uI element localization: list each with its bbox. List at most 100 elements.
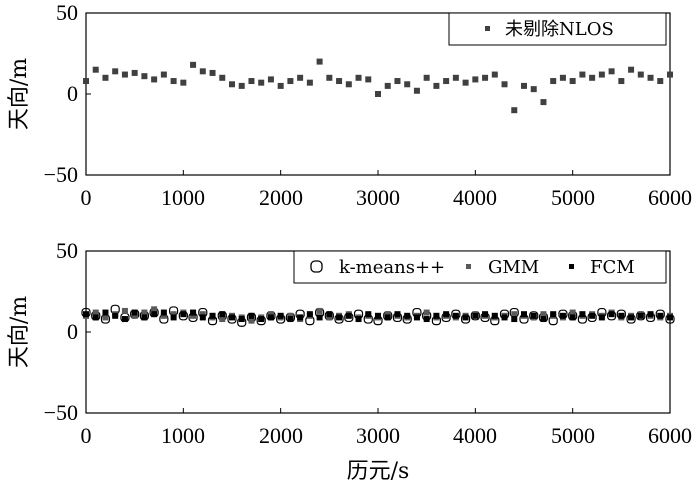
data-point-fcm [618, 312, 625, 319]
data-point-fcm [637, 312, 644, 319]
data-point--nlos [267, 76, 274, 83]
top-y-ticks: 50 0 −50 [44, 0, 78, 187]
data-point-fcm [365, 311, 372, 318]
data-point-fcm [229, 314, 235, 321]
data-point-fcm [170, 314, 177, 321]
data-point-fcm [306, 311, 313, 318]
bottom-x-tick-5000: 5000 [551, 423, 595, 448]
data-point--nlos [637, 71, 644, 78]
data-point-gmm [287, 312, 294, 319]
data-point--nlos [190, 61, 197, 68]
data-point-fcm [501, 314, 508, 321]
data-point-fcm [121, 316, 128, 323]
top-panel: 0 1000 2000 3000 4000 5000 6000 50 0 −50… [7, 0, 692, 210]
data-point-fcm [530, 312, 537, 319]
data-point-fcm [657, 312, 664, 319]
top-y-axis-label: 天向/m [7, 58, 32, 130]
data-point--nlos [628, 66, 635, 73]
data-point--nlos [598, 71, 605, 78]
top-y-tick-neg50: −50 [44, 162, 78, 187]
data-point-gmm [199, 311, 206, 318]
data-point--nlos [384, 82, 391, 89]
legend-label-gmm: GMM [488, 257, 539, 278]
top-legend-label-nlos: 未剔除NLOS [505, 19, 614, 40]
data-point--nlos [452, 74, 459, 81]
data-point-gmm [170, 311, 177, 318]
data-point--nlos [589, 74, 596, 81]
bottom-panel: 0 1000 2000 3000 4000 5000 6000 50 0 −50… [7, 238, 692, 484]
data-point--nlos [316, 58, 323, 65]
data-point-fcm [433, 312, 440, 319]
data-point-fcm [336, 314, 343, 321]
data-point-fcm [521, 311, 527, 318]
top-x-tick-4000: 4000 [453, 185, 497, 210]
data-point--nlos [83, 78, 89, 85]
data-point--nlos [277, 82, 284, 89]
top-legend: 未剔除NLOS [448, 12, 667, 46]
data-point-fcm [491, 312, 498, 319]
data-point--nlos [667, 71, 673, 78]
data-point-fcm [131, 309, 138, 316]
data-point--nlos [336, 78, 343, 85]
data-point--nlos [355, 74, 362, 81]
data-point--nlos [608, 68, 615, 75]
data-point-fcm [277, 312, 284, 319]
bottom-x-tick-1000: 1000 [161, 423, 205, 448]
data-point-fcm [141, 314, 148, 321]
legend-marker-gmm [466, 264, 471, 269]
bottom-x-tick-4000: 4000 [453, 423, 497, 448]
data-point--nlos [160, 71, 167, 78]
data-point--nlos [423, 74, 430, 81]
data-point-gmm [190, 312, 197, 319]
data-point-fcm [647, 311, 654, 318]
x-axis-label: 历元/s [347, 459, 410, 484]
legend-label-kmeans: k-means++ [339, 257, 445, 278]
data-point--nlos [511, 107, 518, 114]
data-point-fcm [482, 311, 489, 318]
data-point--nlos [92, 66, 99, 73]
data-point-fcm [160, 309, 167, 316]
data-point-fcm [375, 312, 381, 319]
data-point-gmm [92, 309, 99, 316]
data-point--nlos [229, 81, 235, 88]
data-point-fcm [569, 314, 576, 321]
data-point--nlos [297, 74, 304, 81]
data-point-fcm [550, 311, 557, 318]
data-point-fcm [316, 314, 323, 321]
data-point-fcm [248, 312, 255, 319]
data-point-fcm [180, 311, 187, 318]
top-x-tick-0: 0 [81, 185, 92, 210]
data-point-fcm [598, 314, 605, 321]
top-data-points [83, 12, 673, 176]
data-point-fcm [443, 311, 450, 318]
data-point--nlos [559, 74, 566, 81]
data-point-fcm [559, 312, 566, 319]
data-point--nlos [238, 82, 245, 89]
data-point-gmm [102, 314, 109, 321]
data-point-gmm [326, 314, 333, 321]
bottom-y-ticks: 50 0 −50 [44, 238, 78, 425]
data-point-fcm [355, 316, 362, 323]
data-point--nlos [404, 81, 411, 88]
data-point-fcm [511, 316, 518, 323]
data-point--nlos [102, 74, 109, 81]
data-point-fcm [452, 312, 459, 319]
data-point-gmm [384, 311, 391, 318]
data-point-fcm [667, 314, 673, 321]
top-y-tick-50: 50 [56, 0, 78, 25]
data-point-fcm [345, 312, 352, 319]
data-point--nlos [521, 82, 527, 89]
data-point--nlos [151, 76, 158, 83]
data-point--nlos [482, 74, 489, 81]
top-y-tick-0: 0 [67, 81, 78, 106]
data-point--nlos [550, 78, 557, 85]
data-point-fcm [83, 311, 89, 318]
data-point--nlos [540, 99, 547, 106]
data-point-fcm [258, 316, 265, 323]
data-point--nlos [443, 78, 450, 85]
data-point-fcm [579, 311, 586, 318]
data-point-fcm [384, 314, 391, 321]
data-point--nlos [462, 79, 469, 86]
data-point--nlos [248, 78, 255, 85]
data-point--nlos [501, 81, 508, 88]
